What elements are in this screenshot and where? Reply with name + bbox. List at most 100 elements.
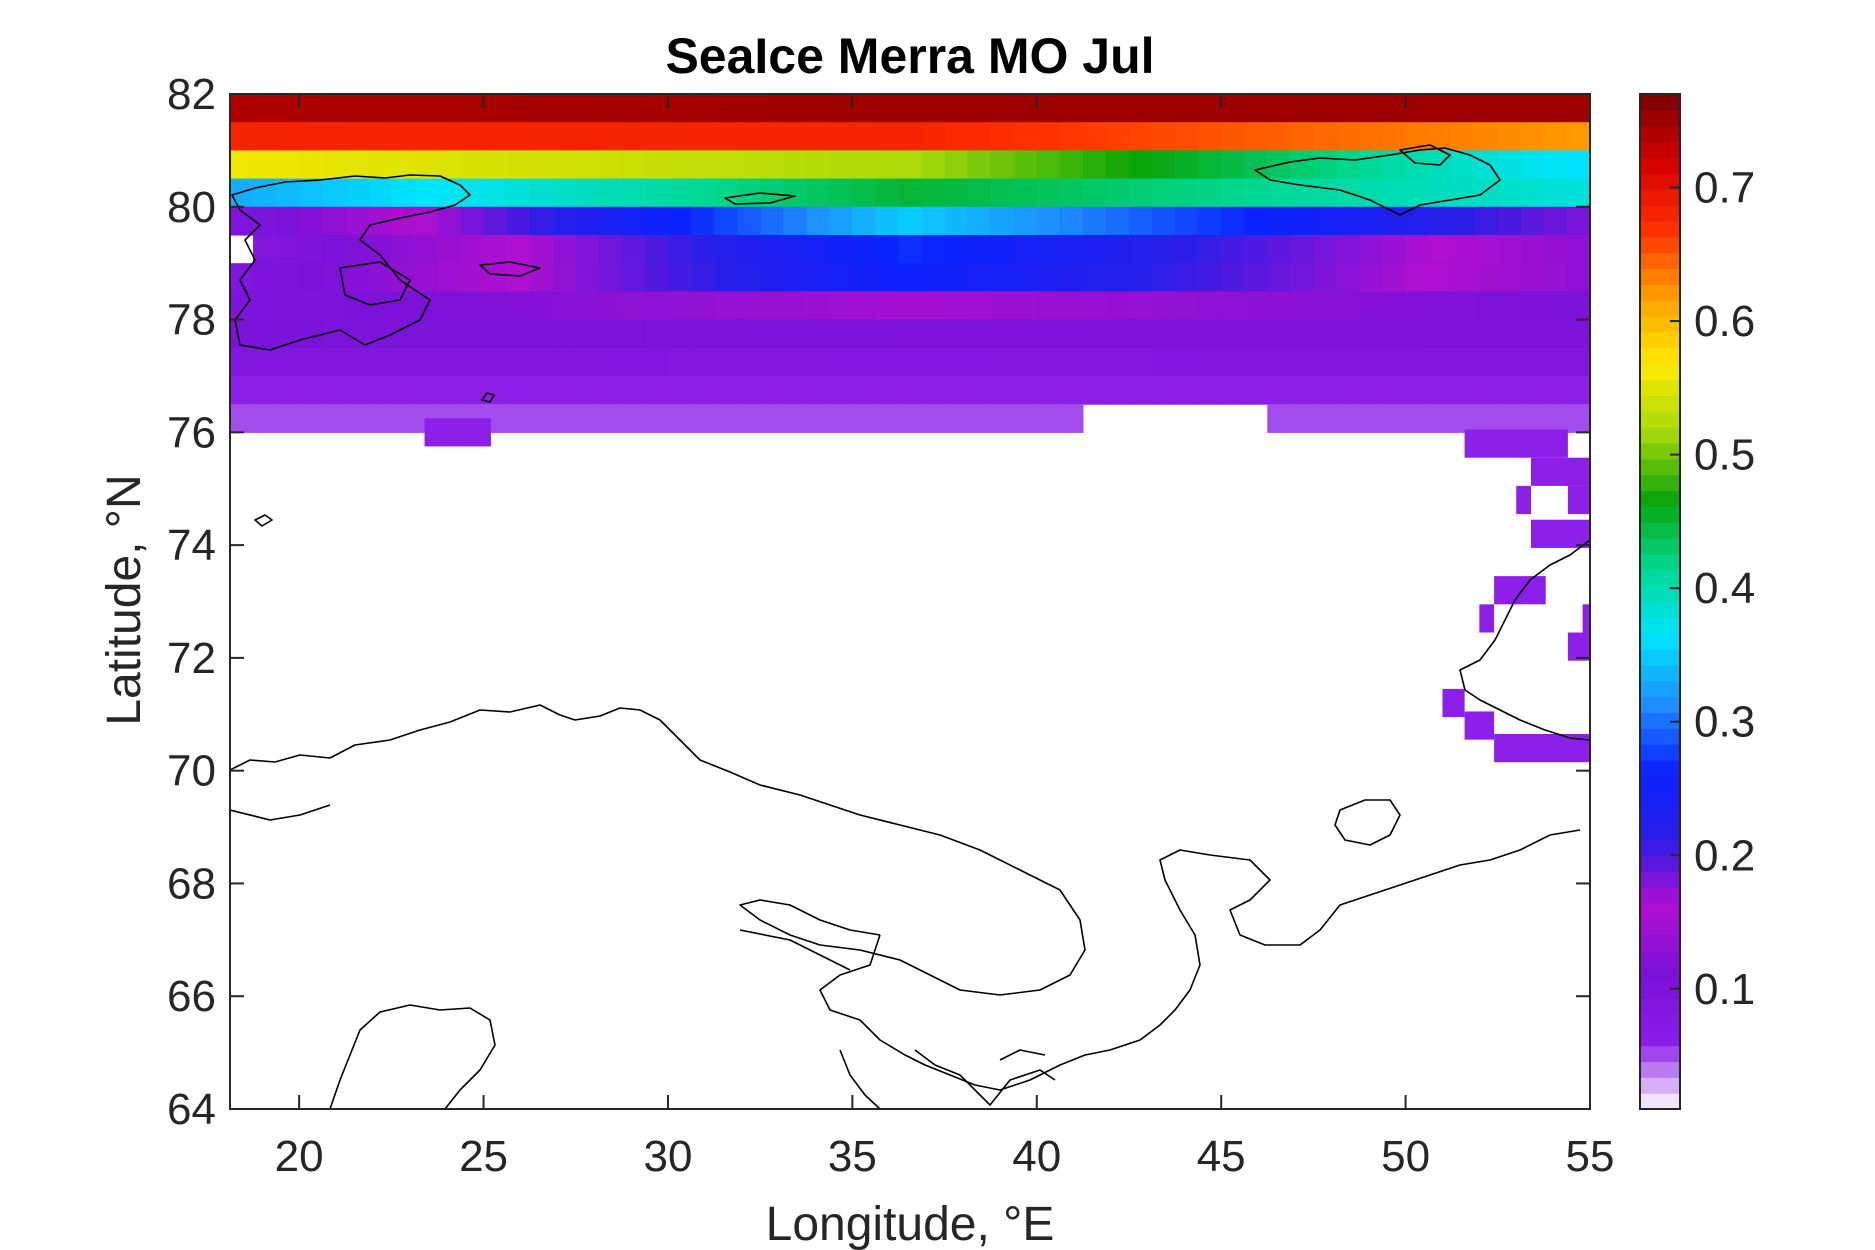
heatmap-cell bbox=[1198, 178, 1222, 208]
heatmap-cell bbox=[575, 178, 600, 208]
x-tick-label: 50 bbox=[1381, 1132, 1430, 1181]
heatmap-cell bbox=[829, 94, 853, 123]
heatmap-cell bbox=[644, 375, 669, 405]
heatmap-cell bbox=[1290, 206, 1314, 236]
heatmap-cell bbox=[345, 291, 369, 321]
heatmap-cell bbox=[345, 178, 369, 208]
heatmap-cell bbox=[414, 347, 439, 377]
heatmap-cell bbox=[1152, 94, 1176, 123]
heatmap-cell bbox=[1313, 234, 1338, 264]
heatmap-cell bbox=[944, 263, 969, 292]
heatmap-cell bbox=[322, 150, 346, 180]
heatmap-cell bbox=[1543, 178, 1568, 208]
heatmap-cell bbox=[529, 234, 554, 264]
heatmap-cell bbox=[806, 94, 830, 123]
heatmap-cell bbox=[1313, 178, 1338, 208]
heatmap-cell bbox=[322, 178, 346, 208]
heatmap-cell bbox=[1543, 122, 1568, 151]
heatmap-cell bbox=[1451, 178, 1476, 208]
y-tick-label: 78 bbox=[167, 296, 216, 345]
heatmap-cell bbox=[1474, 150, 1499, 180]
heatmap-cell bbox=[783, 375, 807, 405]
heatmap-cell bbox=[1082, 178, 1107, 208]
heatmap-cell bbox=[529, 206, 554, 236]
heatmap-cell bbox=[1405, 206, 1430, 236]
heatmap-cell bbox=[460, 263, 485, 292]
heatmap-cell bbox=[1175, 347, 1199, 377]
heatmap-cell bbox=[1479, 604, 1495, 633]
heatmap-cell bbox=[1359, 178, 1384, 208]
heatmap-cell bbox=[898, 122, 923, 151]
heatmap-cell bbox=[1036, 178, 1061, 208]
heatmap-cell bbox=[276, 150, 300, 180]
colorbar-band bbox=[1640, 664, 1680, 682]
heatmap-cell bbox=[1198, 375, 1222, 405]
heatmap-cell bbox=[1198, 150, 1222, 180]
heatmap-cell bbox=[368, 94, 392, 123]
heatmap-cell bbox=[921, 150, 946, 180]
heatmap-cell bbox=[737, 206, 761, 236]
y-tick-label: 68 bbox=[167, 859, 216, 908]
heatmap-cell bbox=[552, 347, 577, 377]
heatmap-cell bbox=[967, 404, 992, 433]
heatmap-cell bbox=[1543, 404, 1568, 433]
heatmap-cell bbox=[783, 263, 807, 292]
heatmap-cell bbox=[483, 122, 508, 151]
heatmap-cell bbox=[644, 178, 669, 208]
heatmap-cell bbox=[806, 206, 830, 236]
heatmap-cell bbox=[806, 122, 830, 151]
heatmap-cell bbox=[829, 234, 853, 264]
heatmap-cell bbox=[714, 263, 738, 292]
heatmap-cell bbox=[714, 404, 738, 433]
heatmap-cell bbox=[1520, 178, 1545, 208]
heatmap-cell bbox=[1290, 375, 1314, 405]
heatmap-cell bbox=[1036, 375, 1061, 405]
heatmap-cell bbox=[1566, 206, 1590, 236]
heatmap-cell bbox=[1451, 94, 1476, 123]
heatmap-cell bbox=[1267, 206, 1291, 236]
y-axis-label: Latitude, °N bbox=[98, 474, 151, 725]
heatmap-cell bbox=[483, 347, 508, 377]
colorbar-band bbox=[1640, 522, 1680, 539]
colorbar-band bbox=[1640, 934, 1680, 952]
heatmap-cell bbox=[898, 319, 923, 349]
heatmap-cell bbox=[345, 150, 369, 180]
heatmap-cell bbox=[1566, 375, 1590, 405]
heatmap-cell bbox=[1336, 319, 1361, 349]
heatmap-cell bbox=[345, 122, 369, 151]
heatmap-cell bbox=[1175, 263, 1199, 292]
heatmap-cell bbox=[1543, 206, 1568, 236]
heatmap-cell bbox=[276, 319, 300, 349]
heatmap-cell bbox=[806, 150, 830, 180]
heatmap-cell bbox=[967, 263, 992, 292]
heatmap-cell bbox=[990, 94, 1015, 123]
heatmap-cell bbox=[506, 291, 531, 321]
heatmap-cell bbox=[345, 234, 369, 264]
heatmap-cell bbox=[506, 122, 531, 151]
heatmap-cell bbox=[1036, 404, 1061, 433]
heatmap-cell bbox=[852, 122, 877, 151]
heatmap-cell bbox=[1359, 319, 1384, 349]
heatmap-cell bbox=[921, 375, 946, 405]
heatmap-cell bbox=[921, 404, 946, 433]
heatmap-cell bbox=[1474, 375, 1499, 405]
coastline-outlines bbox=[230, 144, 1590, 1109]
heatmap-cell bbox=[691, 319, 715, 349]
heatmap-cell bbox=[437, 178, 462, 208]
heatmap-cell bbox=[483, 291, 508, 321]
heatmap-cell bbox=[391, 291, 416, 321]
colorbar-band bbox=[1640, 141, 1680, 159]
heatmap-cell bbox=[1013, 122, 1038, 151]
colorbar-tick-label: 0.6 bbox=[1694, 297, 1755, 346]
colorbar-band bbox=[1640, 236, 1680, 254]
heatmap-cell bbox=[921, 122, 946, 151]
heatmap-cell bbox=[1336, 122, 1361, 151]
heatmap-cell bbox=[1175, 319, 1199, 349]
heatmap-cell bbox=[737, 150, 761, 180]
heatmap-cell bbox=[483, 263, 508, 292]
colorbar-band bbox=[1640, 760, 1680, 777]
heatmap-cell bbox=[506, 404, 531, 433]
heatmap-cell bbox=[276, 375, 300, 405]
heatmap-cell bbox=[967, 178, 992, 208]
